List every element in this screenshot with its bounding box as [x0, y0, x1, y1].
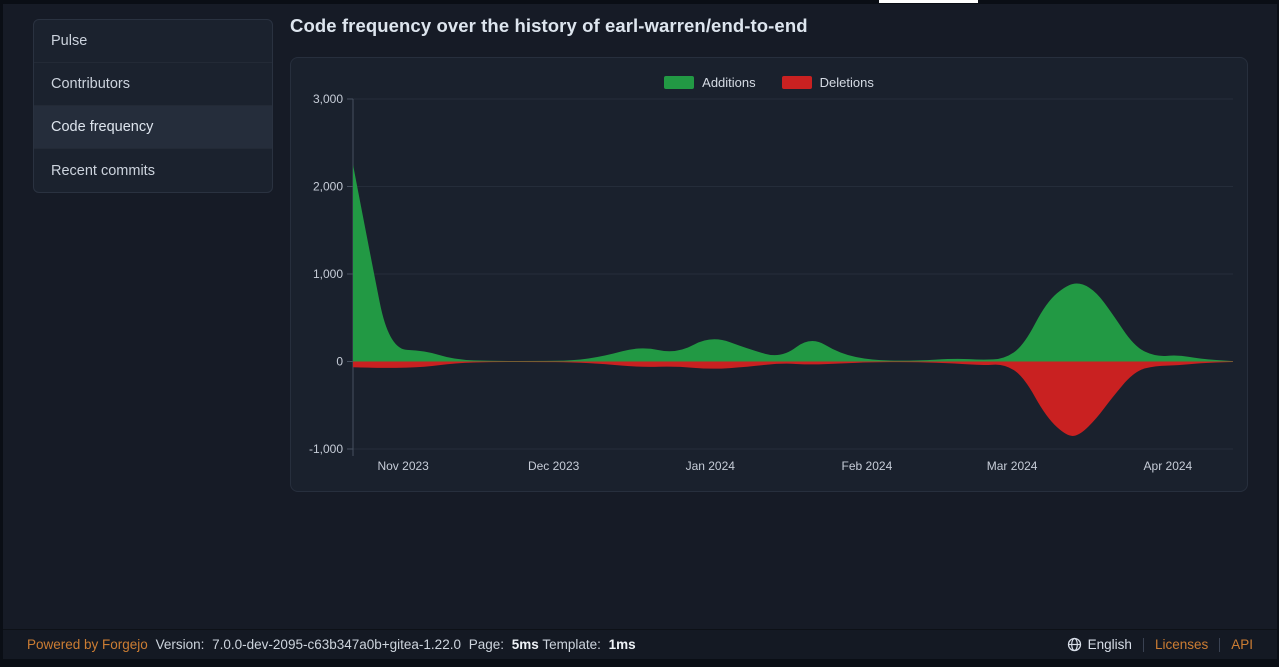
- area-additions: [353, 164, 1233, 362]
- top-strip: [0, 0, 1279, 4]
- language-label: English: [1087, 637, 1132, 652]
- x-axis-tick-label: Nov 2023: [377, 459, 429, 473]
- chart-legend: Additions Deletions: [291, 75, 1247, 90]
- legend-item-deletions[interactable]: Deletions: [781, 75, 874, 90]
- sidebar-item-recent-commits[interactable]: Recent commits: [34, 149, 272, 192]
- sidebar-item-label: Code frequency: [51, 119, 154, 135]
- additions-swatch: [664, 76, 695, 89]
- area-deletions: [353, 361, 1233, 436]
- language-selector[interactable]: English: [1067, 637, 1132, 652]
- sidebar-item-label: Recent commits: [51, 162, 155, 179]
- page-time-value: 5ms: [511, 637, 539, 652]
- x-axis-tick-label: Apr 2024: [1144, 459, 1193, 473]
- x-axis-tick-label: Mar 2024: [987, 459, 1038, 473]
- sidebar-item-code-frequency[interactable]: Code frequency: [34, 106, 272, 149]
- code-frequency-chart[interactable]: 3,000 2,000 1,000 0 -1,000 Nov 2023 Dec 2023 Ja…: [291, 58, 1247, 491]
- y-axis-tick-label: 2,000: [313, 180, 343, 194]
- footer: Powered by Forgejo Version: 7.0.0-dev-20…: [3, 629, 1277, 659]
- sidebar-item-contributors[interactable]: Contributors: [34, 63, 272, 106]
- template-time-value: 1ms: [608, 637, 636, 652]
- y-axis-tick-label: -1,000: [309, 442, 343, 456]
- y-axis-tick-label: 0: [336, 355, 343, 369]
- api-link[interactable]: API: [1231, 637, 1253, 652]
- page-title: Code frequency over the history of earl-…: [290, 15, 808, 36]
- powered-by-forgejo-link[interactable]: Powered by Forgejo: [27, 637, 148, 652]
- y-axis-tick-label: 3,000: [313, 92, 343, 106]
- sidebar-item-label: Pulse: [51, 33, 88, 49]
- legend-item-additions[interactable]: Additions: [664, 75, 756, 90]
- footer-info: Powered by Forgejo Version: 7.0.0-dev-20…: [27, 637, 636, 652]
- footer-divider: [1142, 637, 1144, 652]
- activity-sidebar-menu: Pulse Contributors Code frequency Recent…: [33, 19, 273, 193]
- y-axis-tick-label: 1,000: [313, 267, 343, 281]
- x-axis-tick-label: Dec 2023: [528, 459, 580, 473]
- deletions-swatch: [781, 76, 812, 89]
- code-frequency-chart-panel: Additions Deletions 3,000 2,000 1,000 0 -1,0…: [290, 57, 1248, 492]
- active-tab-indicator: [879, 0, 978, 3]
- version-value: 7.0.0-dev-2095-c63b347a0b+gitea-1.22.0: [212, 637, 461, 652]
- x-axis-tick-label: Feb 2024: [842, 459, 893, 473]
- globe-icon: [1067, 637, 1081, 652]
- version-label: Version:: [155, 637, 205, 652]
- sidebar-item-label: Contributors: [51, 76, 130, 92]
- page-time-label: Page:: [468, 637, 505, 652]
- footer-links: English Licenses API: [1067, 637, 1253, 652]
- footer-divider: [1219, 637, 1221, 652]
- x-axis-tick-label: Jan 2024: [686, 459, 736, 473]
- sidebar-item-pulse[interactable]: Pulse: [34, 20, 272, 63]
- legend-label: Additions: [702, 75, 756, 90]
- template-time-label: Template:: [542, 637, 601, 652]
- licenses-link[interactable]: Licenses: [1154, 637, 1209, 652]
- legend-label: Deletions: [819, 75, 874, 90]
